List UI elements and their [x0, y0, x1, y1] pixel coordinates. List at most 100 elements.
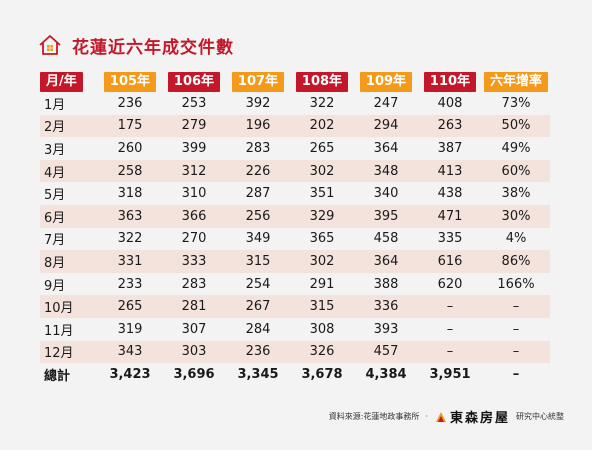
- count-cell: 3,951: [429, 366, 471, 382]
- growth-rate-cell: 4%: [505, 231, 527, 247]
- column-header: 六年增率: [482, 70, 550, 92]
- count-cell: 399: [181, 140, 207, 156]
- count-cell: 471: [418, 204, 482, 228]
- growth-rate-cell: 50%: [482, 114, 550, 138]
- count-cell: 388: [373, 276, 399, 292]
- row-label: 2月: [40, 114, 98, 138]
- count-cell: 322: [309, 95, 335, 111]
- column-header: 108年: [290, 70, 354, 92]
- count-cell: 265: [309, 140, 335, 156]
- count-cell: 279: [162, 114, 226, 138]
- growth-rate-cell: 86%: [482, 250, 550, 273]
- row-label: 10月: [40, 295, 98, 318]
- brand-name: 東森房屋: [449, 411, 510, 426]
- growth-rate-cell: –: [512, 321, 520, 337]
- table-row: 5月 318 310 287 351 340 438 38%: [40, 182, 550, 205]
- count-cell: 258: [98, 159, 162, 183]
- growth-rate-cell: 60%: [482, 159, 550, 183]
- count-cell: 326: [290, 340, 354, 364]
- column-header: 109年: [354, 70, 418, 92]
- count-cell: 363: [98, 204, 162, 228]
- count-cell: 236: [117, 95, 143, 111]
- table-row: 8月 331 333 315 302 364 616 86%: [40, 250, 550, 273]
- table-row: 12月 343 303 236 326 457– –: [40, 340, 550, 364]
- count-cell: 302: [290, 250, 354, 273]
- growth-rate-cell: 166%: [497, 276, 535, 292]
- row-label: 5月: [44, 188, 66, 204]
- table-row: 9月 233 283 254 291 388 620 166%: [40, 273, 550, 296]
- count-cell: 333: [162, 250, 226, 273]
- count-cell: 175: [98, 114, 162, 138]
- column-header: 110年: [418, 70, 482, 92]
- count-cell: 256: [226, 204, 290, 228]
- count-cell: 319: [117, 321, 143, 337]
- count-cell: 253: [181, 95, 207, 111]
- count-cell: 302: [290, 159, 354, 183]
- count-cell: 312: [162, 159, 226, 183]
- count-cell: 202: [290, 114, 354, 138]
- column-header-label: 月/年: [40, 72, 83, 92]
- brand-mark-icon: [435, 411, 446, 422]
- row-label: 總計: [44, 368, 71, 384]
- count-cell: 265: [98, 295, 162, 318]
- row-label: 11月: [44, 323, 74, 339]
- count-cell: 260: [117, 140, 143, 156]
- count-cell: 348: [354, 159, 418, 183]
- count-cell: 365: [309, 231, 335, 247]
- table-body: 1月 236 253 392 322 247 408 73% 2月 175 279 196 202 294…: [40, 92, 550, 386]
- count-cell: 393: [373, 321, 399, 337]
- count-cell: 284: [245, 321, 271, 337]
- count-cell: 263: [418, 114, 482, 138]
- growth-rate-cell: –: [482, 295, 550, 318]
- count-cell: 343: [98, 340, 162, 364]
- table-row: 2月 175 279 196 202 294 263 50%: [40, 114, 550, 138]
- footer-suffix: 研究中心統整: [516, 412, 564, 421]
- growth-rate-cell: 30%: [482, 204, 550, 228]
- table-row: 1月 236 253 392 322 247 408 73%: [40, 92, 550, 115]
- count-cell: 335: [437, 231, 463, 247]
- footer-separator: ·: [425, 412, 428, 421]
- count-cell: 307: [181, 321, 207, 337]
- count-cell: 331: [98, 250, 162, 273]
- count-cell: 438: [437, 186, 463, 202]
- column-header: 106年: [162, 70, 226, 92]
- count-cell: 267: [226, 295, 290, 318]
- count-cell: 254: [245, 276, 271, 292]
- count-cell: 270: [181, 231, 207, 247]
- column-header-label: 107年: [231, 72, 285, 92]
- row-label: 12月: [40, 340, 98, 364]
- count-cell: 233: [117, 276, 143, 292]
- row-label: 3月: [44, 142, 66, 158]
- column-header-label: 106年: [167, 72, 221, 92]
- house-icon: [39, 35, 61, 55]
- count-cell: 281: [162, 295, 226, 318]
- column-header-label: 六年增率: [483, 72, 548, 92]
- footer: 資料來源:花蓮地政事務所 · 東森房屋 研究中心統整: [329, 407, 564, 426]
- count-cell: 366: [162, 204, 226, 228]
- growth-rate-cell: 73%: [501, 95, 531, 111]
- column-header: 105年: [98, 70, 162, 92]
- page-title: 花蓮近六年成交件數: [72, 37, 234, 58]
- count-cell: 349: [245, 231, 271, 247]
- column-header-label: 110年: [423, 72, 477, 92]
- row-label: 7月: [44, 233, 66, 249]
- brand-logo: 東森房屋: [434, 407, 510, 426]
- count-cell: 310: [181, 186, 207, 202]
- count-cell: 395: [354, 204, 418, 228]
- count-cell: 226: [226, 159, 290, 183]
- transactions-table: 月/年 105年 106年 107年 108年 109年 110年 六年增率 1月 236 253…: [40, 70, 550, 386]
- source-note: 資料來源:花蓮地政事務所: [328, 412, 420, 421]
- column-header-label: 105年: [103, 72, 157, 92]
- count-cell: 283: [245, 140, 271, 156]
- column-header: 107年: [226, 70, 290, 92]
- count-cell: 457: [354, 340, 418, 364]
- count-cell: 3,678: [301, 366, 343, 382]
- count-cell: 247: [373, 95, 399, 111]
- count-cell: 303: [162, 340, 226, 364]
- count-cell: –: [446, 321, 454, 337]
- table-row: 10月 265 281 267 315 336– –: [40, 295, 550, 318]
- growth-rate-cell: –: [482, 340, 550, 364]
- count-cell: 351: [309, 186, 335, 202]
- count-cell: 294: [354, 114, 418, 138]
- count-cell: 315: [290, 295, 354, 318]
